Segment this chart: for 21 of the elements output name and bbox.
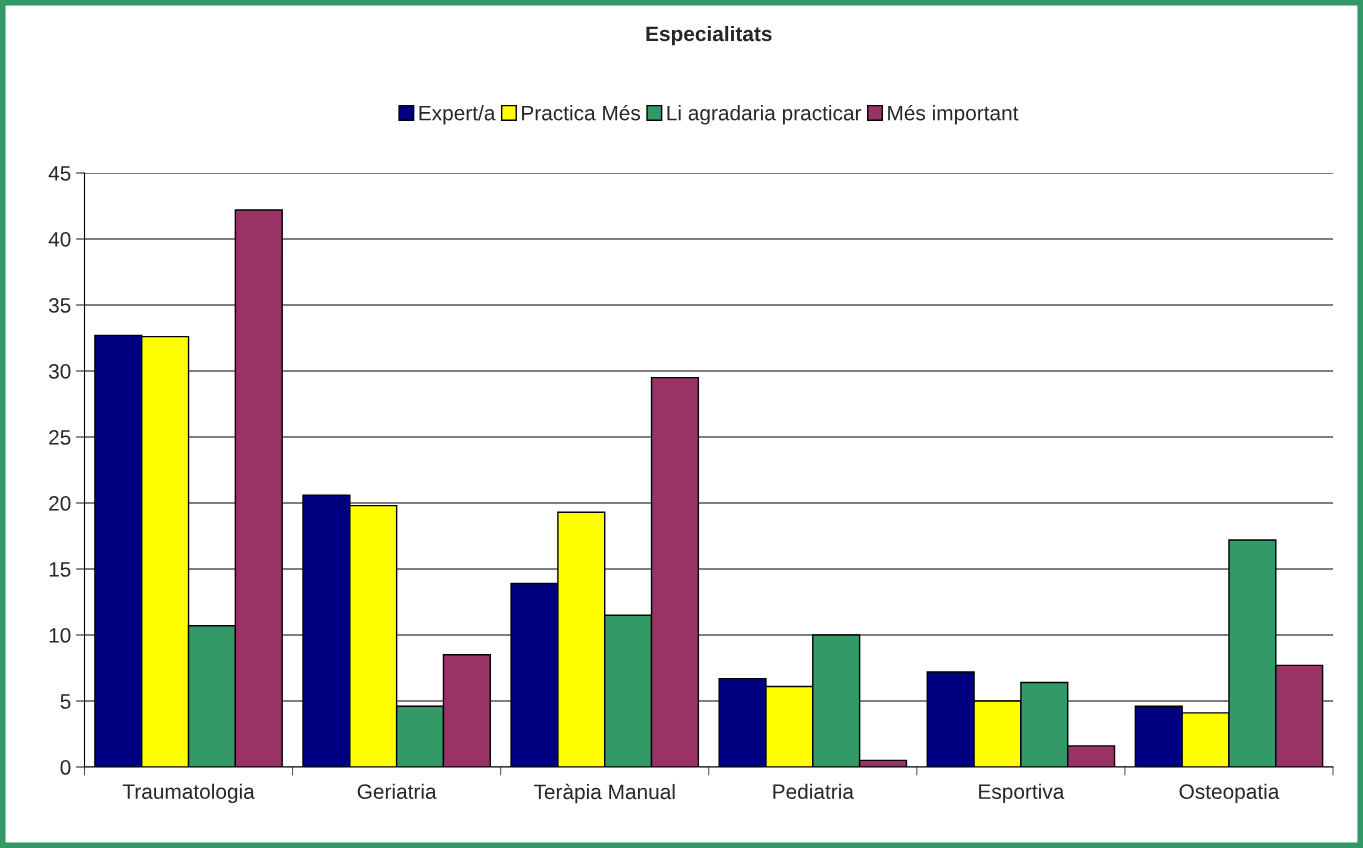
y-tick-label: 20 xyxy=(49,496,71,511)
legend-label: Expert/a xyxy=(419,105,496,125)
x-tick-label: Pediatria xyxy=(773,783,854,799)
x-tick-label: Teràpia Manual xyxy=(533,783,675,804)
chart-title: Especialitats xyxy=(646,25,772,46)
y-tick-label: 35 xyxy=(48,298,71,313)
y-tick-label: 25 xyxy=(49,430,71,445)
y-tick-label: 5 xyxy=(60,694,71,709)
y-tick-label: 40 xyxy=(48,232,71,247)
x-tick-label: Geriatria xyxy=(357,783,437,799)
y-tick-label: 15 xyxy=(49,562,71,577)
y-tick-label: 45 xyxy=(48,166,71,181)
y-tick-label: 10 xyxy=(49,628,71,643)
legend-label: Practica Més xyxy=(522,104,641,121)
y-tick-label: 0 xyxy=(60,760,71,775)
legend-label: Li agradaria practicar xyxy=(667,105,862,125)
y-tick-label: 30 xyxy=(48,364,71,379)
x-tick-label: Osteopatia xyxy=(1179,783,1280,804)
x-tick-label: Esportiva xyxy=(979,783,1065,804)
legend-label: Més important xyxy=(888,104,1019,125)
x-tick-label: Traumatologia xyxy=(122,783,255,804)
